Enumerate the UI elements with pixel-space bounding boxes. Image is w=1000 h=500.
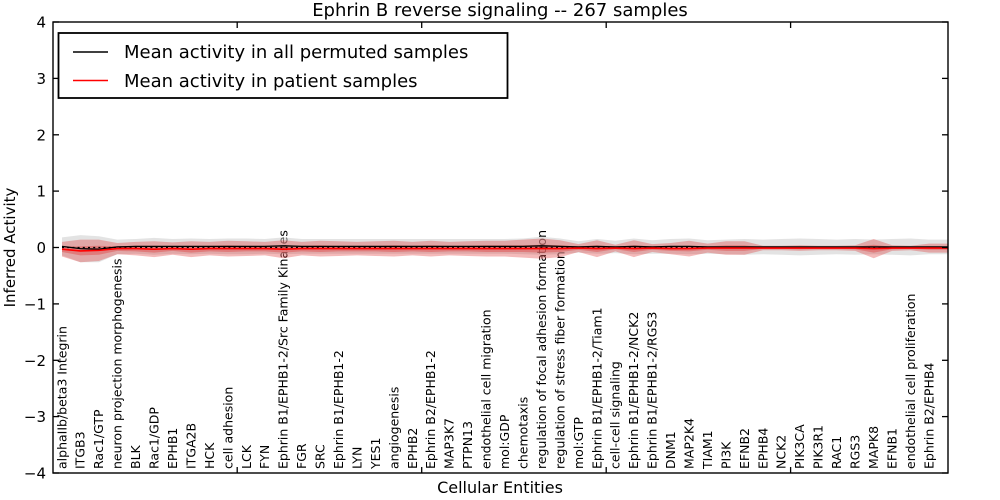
x-tick-label: mol:GTP bbox=[571, 417, 586, 469]
x-tick-label: cell adhesion bbox=[220, 387, 235, 469]
legend-label-permuted-samples: Mean activity in all permuted samples bbox=[124, 42, 468, 63]
x-tick-label: EFNB2 bbox=[737, 428, 752, 469]
x-tick-label: regulation of stress fiber formation bbox=[552, 251, 567, 469]
x-tick-label: Ephrin B2/EPHB4 bbox=[921, 363, 936, 469]
x-tick-label: Ephrin B1/EPHB1-2/NCK2 bbox=[626, 312, 641, 469]
x-tick-label: Ephrin B2/EPHB1-2 bbox=[423, 350, 438, 469]
y-tick-label: −2 bbox=[24, 352, 46, 370]
x-tick-label: SRC bbox=[313, 444, 328, 469]
x-tick-label: Ephrin B1/EPHB1-2/Tiam1 bbox=[589, 307, 604, 469]
y-tick-label: −1 bbox=[24, 295, 46, 313]
x-tick-label: EPHB2 bbox=[405, 428, 420, 469]
x-tick-label: neuron projection morphogenesis bbox=[110, 258, 125, 469]
y-tick-label: 4 bbox=[36, 14, 46, 32]
y-tick-label: 0 bbox=[36, 239, 46, 257]
x-tick-label: mol:GDP bbox=[497, 414, 512, 469]
plot-area: alphaIIb/beta3 Integrin ITGB3 Rac1/GTP neur… bbox=[24, 14, 949, 483]
x-tick-label: Ephrin B1/EPHB1-2/Src Family Kinases bbox=[276, 230, 291, 469]
x-tick-label: RGS3 bbox=[848, 435, 863, 469]
legend-label-patient-samples: Mean activity in patient samples bbox=[124, 71, 418, 92]
x-tick-label: FGR bbox=[294, 443, 309, 469]
chart-title: Ephrin B reverse signaling -- 267 sample… bbox=[312, 0, 688, 21]
permuted-mean-line bbox=[61, 245, 948, 250]
x-tick-label: endothelial cell proliferation bbox=[903, 294, 918, 469]
x-tick-label: LCK bbox=[239, 444, 254, 469]
x-tick-label: YES1 bbox=[368, 438, 383, 470]
x-tick-label: HCK bbox=[202, 442, 217, 469]
x-tick-label: Rac1/GTP bbox=[91, 409, 106, 469]
x-tick-label: cell-cell signaling bbox=[608, 361, 623, 469]
x-tick-label: ITGB3 bbox=[73, 431, 88, 469]
x-tick-label: BLK bbox=[128, 444, 143, 469]
x-tick-label: TIAM1 bbox=[700, 430, 715, 470]
x-tick-label: LYN bbox=[349, 447, 364, 469]
x-tick-label: ITGA2B bbox=[183, 423, 198, 469]
x-tick-label: NCK2 bbox=[774, 435, 789, 469]
x-tick-label: FYN bbox=[257, 445, 272, 469]
y-tick-label: −4 bbox=[24, 465, 46, 483]
patient-mean-line bbox=[61, 247, 948, 252]
x-tick-label: EFNB1 bbox=[884, 428, 899, 469]
x-tick-label: EPHB4 bbox=[755, 428, 770, 469]
y-tick-label: −3 bbox=[24, 408, 46, 426]
x-tick-label: Rac1/GDP bbox=[147, 407, 162, 469]
y-tick-label: 1 bbox=[36, 183, 46, 201]
x-tick-label: regulation of focal adhesion formation bbox=[534, 230, 549, 469]
x-tick-label: alphaIIb/beta3 Integrin bbox=[54, 326, 69, 469]
x-tick-label: PI3K bbox=[718, 441, 733, 469]
y-tick-label: 3 bbox=[36, 70, 46, 88]
x-tick-label: endothelial cell migration bbox=[479, 309, 494, 469]
x-tick-label: Ephrin B1/EPHB1-2/RGS3 bbox=[645, 312, 660, 469]
x-tick-label: RAC1 bbox=[829, 436, 844, 469]
x-tick-label: MAP3K7 bbox=[442, 418, 457, 469]
x-tick-label: MAP2K4 bbox=[682, 418, 697, 469]
x-tick-label: PIK3R1 bbox=[811, 425, 826, 469]
x-tick-label: chemotaxis bbox=[516, 397, 531, 469]
x-axis-label: Cellular Entities bbox=[437, 478, 563, 497]
x-tick-label: PTPN13 bbox=[460, 421, 475, 469]
legend-box bbox=[57, 32, 509, 99]
patient-samples-band-outer bbox=[62, 238, 948, 263]
x-tick-label: Ephrin B1/EPHB1-2 bbox=[331, 350, 346, 469]
legend: Mean activity in all permuted samples Me… bbox=[57, 32, 509, 99]
x-tick-label: PIK3CA bbox=[792, 424, 807, 469]
x-tick-label: DNM1 bbox=[663, 431, 678, 469]
x-tick-label: MAPK8 bbox=[866, 426, 881, 469]
y-axis-label: Inferred Activity bbox=[1, 187, 19, 307]
x-tick-label: EPHB1 bbox=[165, 428, 180, 469]
x-tick-label: angiogenesis bbox=[386, 387, 401, 469]
y-tick-label: 2 bbox=[36, 126, 46, 144]
